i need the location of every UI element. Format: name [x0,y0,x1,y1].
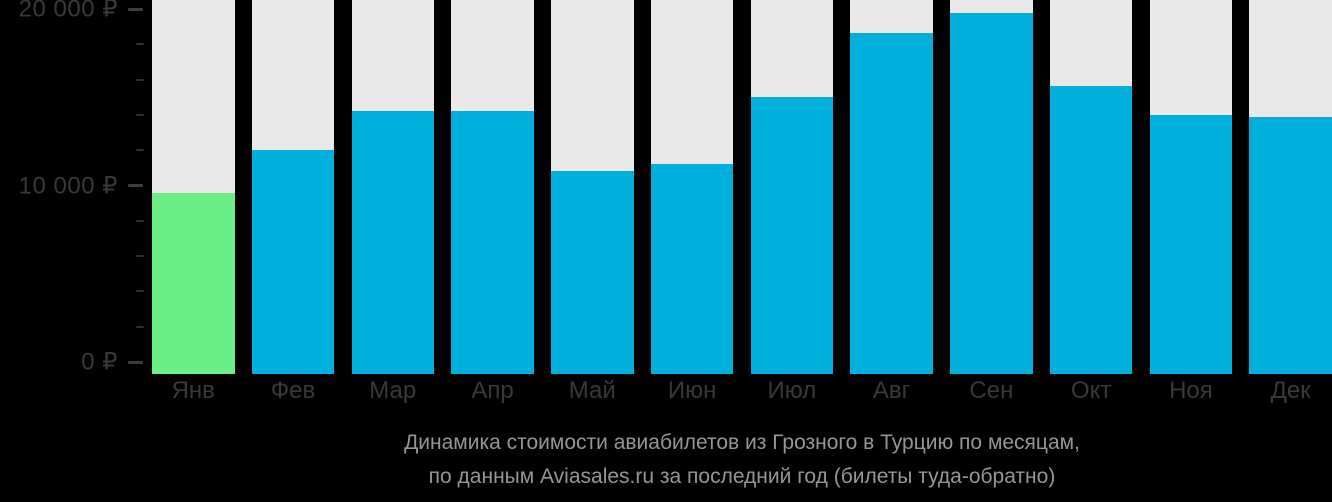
bar-track [650,0,734,374]
bar [451,111,534,374]
x-axis-label: Сен [969,377,1014,404]
bar-track [551,0,634,374]
plot-area [152,0,1332,374]
bar [1249,116,1332,374]
x-axis-label: Окт [1070,377,1112,404]
y-axis-major-tick [128,184,143,187]
y-axis-minor-tick [136,113,144,116]
y-axis-major-tick [128,360,143,364]
caption-line-1: Динамика стоимости авиабилетов из Грозно… [404,431,1080,454]
bar-track [251,0,335,374]
bar [950,12,1033,374]
x-axis-label: Ноя [1169,377,1213,404]
bar-track [850,0,933,374]
x-axis-label: Апр [471,377,514,404]
y-axis-minor-tick [136,78,144,81]
chart-caption: Динамика стоимости авиабилетов из Грозно… [152,426,1332,494]
x-axis-label: Май [568,377,616,404]
y-axis-major-tick [128,7,143,11]
x-axis-label: Янв [171,377,215,404]
bar [750,96,834,374]
y-axis-label: 0 ₽ [81,348,118,376]
bar [1149,114,1233,374]
y-axis-minor-tick [136,325,144,328]
bar-track [351,0,435,374]
y-axis-minor-tick [136,219,144,222]
bar [551,171,634,374]
x-axis-labels: Янв Фев Мар Апр Май Июн Июл Авг Сен Окт Ноя Дек [152,377,1332,405]
bar-track [451,0,534,374]
bar [650,164,734,374]
caption-line-2: по данным Aviasales.ru за последний год … [428,465,1056,488]
x-axis-label: Июн [667,377,717,404]
y-axis-minor-tick [136,43,144,46]
bar-track [750,0,834,374]
bar-track [152,0,235,374]
y-axis-label: 20 000 ₽ [18,0,118,23]
y-axis-minor-tick [136,149,144,152]
x-axis-label: Мар [369,377,417,404]
y-axis-label: 10 000 ₽ [18,172,118,199]
y-axis-minor-tick [136,255,144,258]
bar [251,149,335,374]
y-axis-minor-tick [136,290,144,293]
bar-track [1049,0,1133,374]
bar-track [950,0,1033,374]
bar [1049,85,1133,374]
x-axis-label: Авг [872,377,911,404]
x-axis-label: Дек [1270,377,1311,404]
x-axis-label: Фев [270,377,316,404]
bar-highlighted [152,193,235,374]
bar [850,32,933,374]
y-axis: 0 ₽ 10 000 ₽ 20 000 ₽ [0,0,152,376]
bar-track [1249,0,1332,374]
x-axis-label: Июл [767,377,817,404]
bar [351,111,435,374]
bar-track [1149,0,1233,374]
